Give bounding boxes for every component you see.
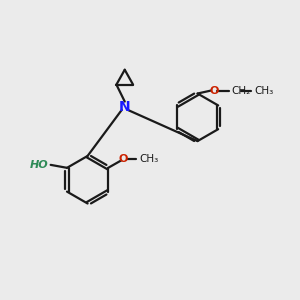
Text: CH₂: CH₂ [232, 85, 251, 96]
Text: N: N [119, 100, 130, 114]
Text: CH₃: CH₃ [140, 154, 159, 164]
Text: O: O [119, 154, 128, 164]
Text: HO: HO [30, 160, 49, 170]
Text: CH₃: CH₃ [254, 85, 273, 96]
Text: O: O [209, 85, 219, 96]
